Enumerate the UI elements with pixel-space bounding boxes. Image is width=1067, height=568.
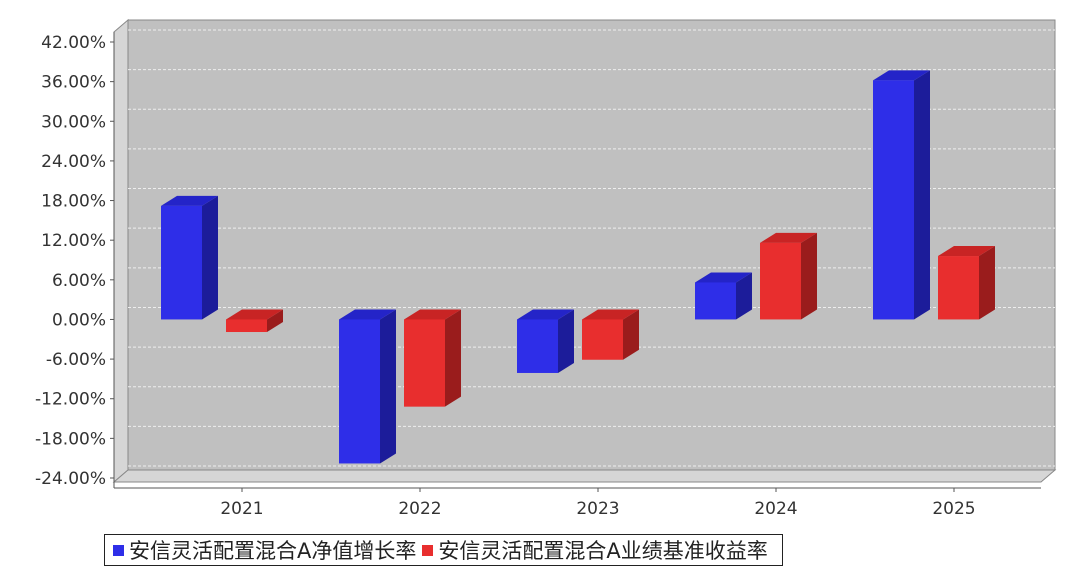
y-tick-label: 12.00% <box>41 231 106 251</box>
bar-front <box>760 242 801 320</box>
y-tick-label: -18.00% <box>35 429 106 449</box>
x-tick-label: 2022 <box>398 499 441 519</box>
bar-chart: 42.00% 36.00% 30.00% 24.00% 18.00% 12.00% 6.00… <box>35 18 1057 519</box>
x-tick-label: 2023 <box>576 499 619 519</box>
bar-top <box>161 195 218 206</box>
bar-top <box>760 232 817 243</box>
bar-top <box>582 309 639 320</box>
y-axis-ticks: 42.00% 36.00% 30.00% 24.00% 18.00% 12.00% 6.00… <box>35 33 114 489</box>
bar-side <box>267 309 283 333</box>
legend-item-series-1: 安信灵活配置混合A净值增长率 <box>113 535 416 565</box>
bar-series2-2024 <box>760 232 817 320</box>
y-tick-label: -6.00% <box>46 350 106 370</box>
x-axis-ticks: 2021 2022 2023 2024 2025 <box>220 488 976 519</box>
bar-series2-2025 <box>938 246 995 320</box>
bar-series1-2022 <box>339 309 396 464</box>
bar-front <box>404 319 445 407</box>
bar-top <box>873 70 930 81</box>
legend-swatch-red <box>422 544 434 556</box>
bar-side <box>801 232 817 320</box>
bar-side <box>623 309 639 360</box>
bar-series2-2023 <box>582 309 639 360</box>
y-tick-label: -24.00% <box>35 469 106 489</box>
y-tick-label: 24.00% <box>41 152 106 172</box>
legend-label-series-2: 安信灵活配置混合A业绩基准收益率 <box>438 539 768 563</box>
bar-front <box>582 319 623 360</box>
legend: 安信灵活配置混合A净值增长率 安信灵活配置混合A业绩基准收益率 <box>104 534 783 566</box>
bar-front <box>339 319 380 464</box>
x-tick-label: 2025 <box>932 499 975 519</box>
bar-front <box>938 256 979 320</box>
bar-side <box>202 195 218 320</box>
bar-side <box>914 70 930 320</box>
y-tick-label: 18.00% <box>41 192 106 212</box>
bar-side <box>736 272 752 320</box>
y-tick-label: 6.00% <box>52 271 106 291</box>
y-tick-label: 0.00% <box>52 310 106 330</box>
bar-top <box>695 272 752 283</box>
bar-top <box>404 309 461 320</box>
bar-series2-2022 <box>404 309 461 407</box>
y-tick-label: 36.00% <box>41 73 106 93</box>
plot-left-wall <box>113 18 129 484</box>
legend-label-series-1: 安信灵活配置混合A净值增长率 <box>129 539 417 563</box>
bar-series1-2024 <box>695 272 752 320</box>
bar-series1-2025 <box>873 70 930 320</box>
x-tick-label: 2024 <box>754 499 797 519</box>
x-tick-label: 2021 <box>220 499 263 519</box>
bars <box>161 70 995 464</box>
legend-swatch-blue <box>113 544 124 556</box>
bar-series2-2021 <box>226 309 283 333</box>
bar-side <box>558 309 574 373</box>
bar-front <box>226 319 267 333</box>
bar-side <box>979 246 995 320</box>
bar-series1-2023 <box>517 309 574 373</box>
bar-front <box>517 319 558 373</box>
bar-top <box>226 309 283 320</box>
plot-floor <box>112 469 1057 483</box>
y-tick-label: 42.00% <box>41 33 106 53</box>
bar-front <box>873 80 914 320</box>
bar-front <box>161 205 202 320</box>
bar-top <box>517 309 574 320</box>
legend-item-series-2: 安信灵活配置混合A业绩基准收益率 <box>422 535 768 565</box>
bar-top <box>938 246 995 257</box>
bar-side <box>445 309 461 407</box>
bar-top <box>339 309 396 320</box>
bar-side <box>380 309 396 464</box>
y-tick-label: 30.00% <box>41 112 106 132</box>
bar-series1-2021 <box>161 195 218 320</box>
y-tick-label: -12.00% <box>35 390 106 410</box>
bar-front <box>695 282 736 320</box>
